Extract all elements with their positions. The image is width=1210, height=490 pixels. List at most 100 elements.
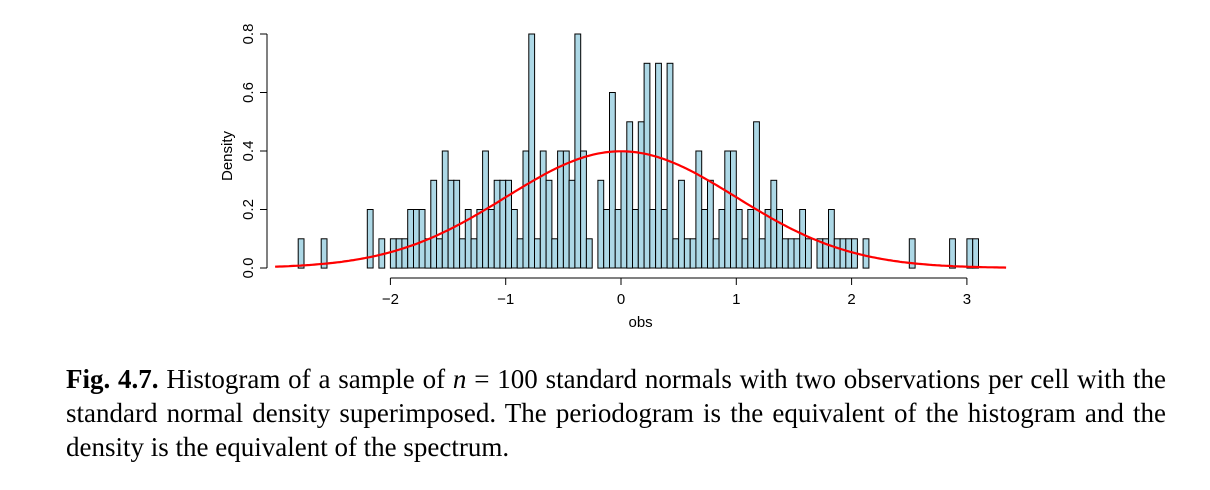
caption-figure-label: Fig. 4.7. bbox=[66, 364, 159, 394]
histogram-bar bbox=[643, 62, 651, 269]
histogram-bar bbox=[568, 179, 576, 269]
histogram-bar bbox=[395, 238, 403, 269]
histogram-bars bbox=[297, 33, 980, 269]
y-tick-label: 0.8 bbox=[240, 24, 257, 45]
histogram-bar bbox=[707, 179, 714, 269]
histogram-bar bbox=[418, 209, 426, 269]
histogram-bar bbox=[741, 238, 749, 269]
histogram-bar bbox=[470, 238, 478, 269]
histogram-bar bbox=[776, 209, 784, 269]
histogram-bar bbox=[499, 179, 507, 269]
histogram-bar bbox=[320, 238, 328, 269]
histogram-bar bbox=[862, 238, 870, 269]
histogram-bar bbox=[787, 238, 795, 269]
histogram-bar bbox=[966, 238, 974, 269]
histogram-bar bbox=[597, 179, 605, 269]
x-axis: −2 −1 0 1 2 3 bbox=[382, 277, 971, 308]
histogram-bar bbox=[551, 238, 559, 269]
x-tick-label: 3 bbox=[963, 291, 971, 308]
histogram-bar bbox=[441, 150, 449, 269]
histogram-bar bbox=[413, 209, 420, 269]
histogram-bar bbox=[805, 238, 812, 269]
histogram-bar bbox=[580, 150, 587, 269]
histogram-bar bbox=[649, 209, 657, 269]
histogram-bar bbox=[297, 238, 305, 269]
histogram-bar bbox=[476, 209, 484, 269]
histogram-bar bbox=[545, 179, 553, 269]
histogram-bar bbox=[845, 238, 853, 269]
histogram-bar bbox=[672, 238, 680, 269]
histogram-bar bbox=[828, 209, 835, 269]
histogram-bar bbox=[908, 238, 916, 269]
y-axis-label: Density bbox=[219, 130, 236, 181]
histogram-bar bbox=[447, 179, 455, 269]
histogram-bar bbox=[522, 150, 530, 269]
histogram-bar bbox=[424, 238, 432, 269]
x-tick-label: 2 bbox=[847, 291, 855, 308]
histogram-bar bbox=[603, 209, 611, 269]
histogram-bar bbox=[758, 238, 766, 269]
histogram-bar bbox=[799, 209, 807, 269]
y-tick-label: 0.0 bbox=[240, 258, 257, 279]
caption-text-before-n: Histogram of a sample of bbox=[158, 364, 453, 394]
histogram-bar bbox=[793, 238, 801, 269]
histogram-bar bbox=[833, 238, 841, 269]
histogram-bar bbox=[539, 150, 547, 269]
histogram-bar bbox=[701, 209, 709, 269]
caption-n-symbol: n bbox=[452, 364, 467, 394]
histogram-bar bbox=[689, 238, 697, 269]
histogram-bar bbox=[730, 150, 737, 269]
histogram-bar bbox=[626, 121, 634, 269]
histogram-bar bbox=[511, 209, 518, 269]
histogram-bar bbox=[655, 62, 662, 269]
histogram-bar bbox=[620, 150, 628, 269]
histogram-bar bbox=[585, 238, 593, 269]
y-tick-label: 0.6 bbox=[240, 82, 257, 103]
histogram-bar bbox=[609, 92, 616, 269]
histogram-bar bbox=[770, 179, 778, 269]
histogram-bar bbox=[459, 238, 466, 269]
histogram-bar bbox=[407, 209, 415, 269]
y-tick-label: 0.4 bbox=[240, 141, 257, 162]
histogram-chart: −2 −1 0 1 2 3 0.0 0.2 0.4 0.6 0.8 obs Density bbox=[219, 24, 1007, 331]
histogram-figure: −2 −1 0 1 2 3 0.0 0.2 0.4 0.6 0.8 obs Density bbox=[219, 24, 1007, 331]
x-tick-label: −1 bbox=[497, 291, 514, 308]
histogram-bar bbox=[487, 209, 495, 269]
histogram-bar bbox=[637, 121, 645, 269]
x-tick-label: −2 bbox=[382, 291, 399, 308]
x-axis-label: obs bbox=[629, 314, 653, 331]
histogram-bar bbox=[660, 209, 668, 269]
histogram-bar bbox=[747, 209, 755, 269]
histogram-bar bbox=[430, 179, 438, 269]
histogram-bar bbox=[401, 238, 409, 269]
histogram-bar bbox=[972, 238, 980, 269]
histogram-bar bbox=[781, 238, 789, 269]
histogram-bar bbox=[712, 238, 720, 269]
y-axis: 0.0 0.2 0.4 0.6 0.8 bbox=[240, 24, 268, 279]
histogram-bar bbox=[562, 150, 570, 269]
histogram-bar bbox=[683, 238, 691, 269]
histogram-bar bbox=[718, 209, 726, 269]
caption-text-after-n: = 100 standard normals with two observat… bbox=[66, 364, 1166, 462]
histogram-bar bbox=[557, 150, 564, 269]
histogram-bar bbox=[666, 62, 674, 269]
histogram-bar bbox=[949, 238, 956, 269]
histogram-bar bbox=[574, 33, 582, 269]
histogram-bar bbox=[516, 238, 524, 269]
histogram-bar bbox=[753, 121, 760, 269]
histogram-bar bbox=[735, 209, 743, 269]
histogram-bar bbox=[614, 209, 622, 269]
histogram-bar bbox=[366, 209, 374, 269]
figure-caption: Fig. 4.7. Histogram of a sample of n = 1… bbox=[66, 362, 1166, 464]
histogram-bar bbox=[389, 238, 397, 269]
histogram-bar bbox=[534, 238, 541, 269]
histogram-bar bbox=[695, 150, 703, 269]
histogram-bar bbox=[493, 179, 501, 269]
x-tick-label: 1 bbox=[732, 291, 740, 308]
histogram-bar bbox=[724, 150, 732, 269]
y-tick-label: 0.2 bbox=[240, 199, 257, 220]
density-curve bbox=[275, 150, 1007, 269]
histogram-bar bbox=[528, 33, 536, 269]
histogram-bar bbox=[632, 209, 639, 269]
histogram-bar bbox=[436, 238, 443, 269]
